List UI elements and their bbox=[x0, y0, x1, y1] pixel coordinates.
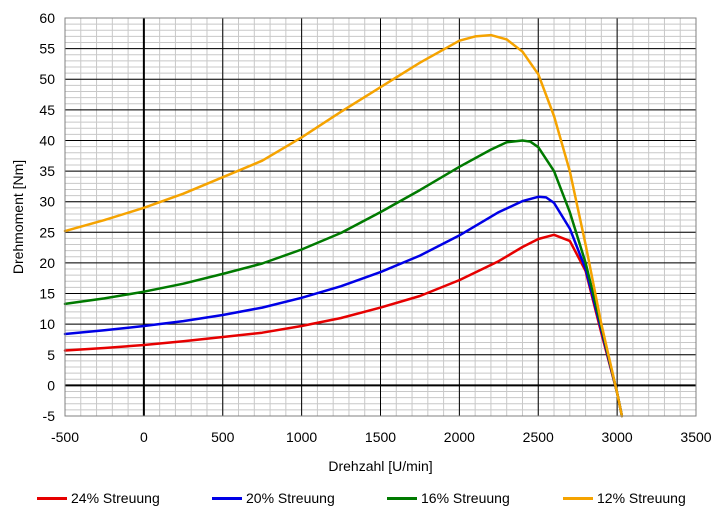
y-tick-label: 50 bbox=[39, 71, 55, 87]
legend-label-16: 16% Streuung bbox=[421, 490, 510, 506]
legend-swatch-24 bbox=[37, 496, 67, 500]
x-tick-label: -500 bbox=[51, 429, 79, 445]
plot-area-border bbox=[64, 17, 697, 417]
y-tick-label: 5 bbox=[47, 347, 55, 363]
y-tick-label: 60 bbox=[39, 10, 55, 26]
legend-item-16: 16% Streuung bbox=[387, 486, 510, 510]
x-tick-label: 2000 bbox=[444, 429, 475, 445]
y-tick-label: 40 bbox=[39, 132, 55, 148]
y-tick-label: 15 bbox=[39, 286, 55, 302]
legend-label-24: 24% Streuung bbox=[71, 490, 160, 506]
y-tick-label: -5 bbox=[43, 408, 56, 424]
legend-item-12: 12% Streuung bbox=[563, 486, 686, 510]
x-tick-label: 2500 bbox=[523, 429, 554, 445]
x-tick-label: 0 bbox=[140, 429, 148, 445]
y-tick-labels: -5 0 5 10 15 20 25 30 35 40 45 50 55 60 bbox=[39, 10, 55, 424]
legend-item-24: 24% Streuung bbox=[37, 486, 160, 510]
y-tick-label: 25 bbox=[39, 224, 55, 240]
series-line-3 bbox=[63, 139, 624, 418]
y-tick-label: 45 bbox=[39, 102, 55, 118]
y-tick-label: 20 bbox=[39, 255, 55, 271]
legend-label-20: 20% Streuung bbox=[246, 490, 335, 506]
x-tick-label: 500 bbox=[211, 429, 235, 445]
series-line-2 bbox=[63, 195, 624, 418]
y-tick-label: 30 bbox=[39, 194, 55, 210]
x-tick-label: 3500 bbox=[680, 429, 711, 445]
y-tick-label: 55 bbox=[39, 41, 55, 57]
x-tick-label: 3000 bbox=[602, 429, 633, 445]
series-line-4 bbox=[63, 33, 624, 418]
y-tick-label: 10 bbox=[39, 316, 55, 332]
y-axis-label: Drehmoment [Nm] bbox=[10, 160, 26, 274]
x-tick-label: 1500 bbox=[365, 429, 396, 445]
y-tick-label: 35 bbox=[39, 163, 55, 179]
axis-lines bbox=[65, 18, 696, 416]
series-line-1 bbox=[63, 233, 624, 418]
x-tick-labels: -500 0 500 1000 1500 2000 2500 3000 3500 bbox=[51, 429, 712, 445]
x-tick-label: 1000 bbox=[286, 429, 317, 445]
legend: 24% Streuung 20% Streuung 16% Streuung 1… bbox=[0, 486, 721, 510]
y-tick-label: 0 bbox=[47, 377, 55, 393]
series-lines bbox=[63, 33, 624, 418]
legend-swatch-20 bbox=[212, 496, 242, 500]
legend-item-20: 20% Streuung bbox=[212, 486, 335, 510]
legend-swatch-12 bbox=[563, 496, 593, 500]
legend-swatch-16 bbox=[387, 496, 417, 500]
legend-label-12: 12% Streuung bbox=[597, 490, 686, 506]
x-axis-label: Drehzahl [U/min] bbox=[328, 458, 432, 474]
